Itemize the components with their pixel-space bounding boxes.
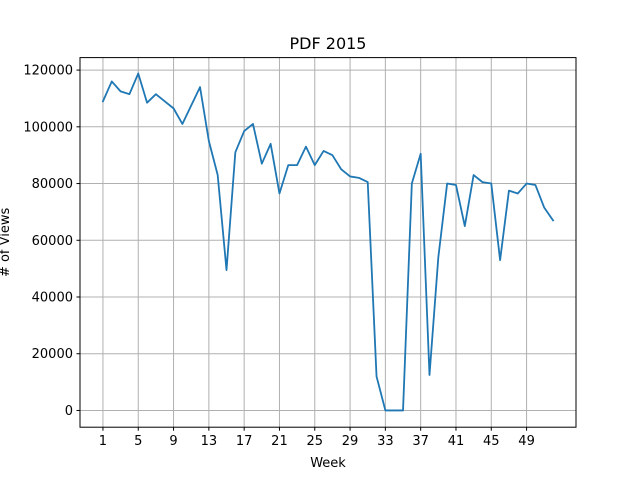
series-line [101,72,555,412]
series-layer [101,72,555,412]
x-tick-label: 13 [201,434,218,449]
y-tick-label: 20000 [32,347,73,362]
x-tick-label: 9 [169,434,177,449]
x-tick-label: 29 [342,434,359,449]
x-axis-label: Week [310,456,346,471]
plot-frame [79,57,577,428]
y-tick-label: 120000 [23,64,73,79]
x-tick-label: 21 [271,434,288,449]
x-axis-ticks: 1 5 9 13 17 21 25 29 33 37 41 45 49 [99,427,535,449]
y-tick-label: 0 [65,404,73,419]
x-tick-label: 25 [306,434,323,449]
y-tick-label: 40000 [32,291,73,306]
x-tick-label: 45 [483,434,500,449]
y-axis-label: # of Views [0,208,13,278]
x-tick-label: 1 [99,434,107,449]
grid-lines [80,57,576,428]
x-tick-label: 17 [236,434,253,449]
y-tick-label: 100000 [23,120,73,135]
x-tick-label: 5 [134,434,142,449]
y-axis-ticks: 0 20000 40000 60000 80000 100000 120000 [23,64,80,419]
x-tick-label: 33 [377,434,394,449]
x-tick-label: 49 [518,434,535,449]
y-tick-label: 80000 [32,177,73,192]
x-tick-label: 37 [412,434,429,449]
x-tick-label: 41 [448,434,465,449]
chart-title: PDF 2015 [290,34,367,53]
y-tick-label: 60000 [32,234,73,249]
